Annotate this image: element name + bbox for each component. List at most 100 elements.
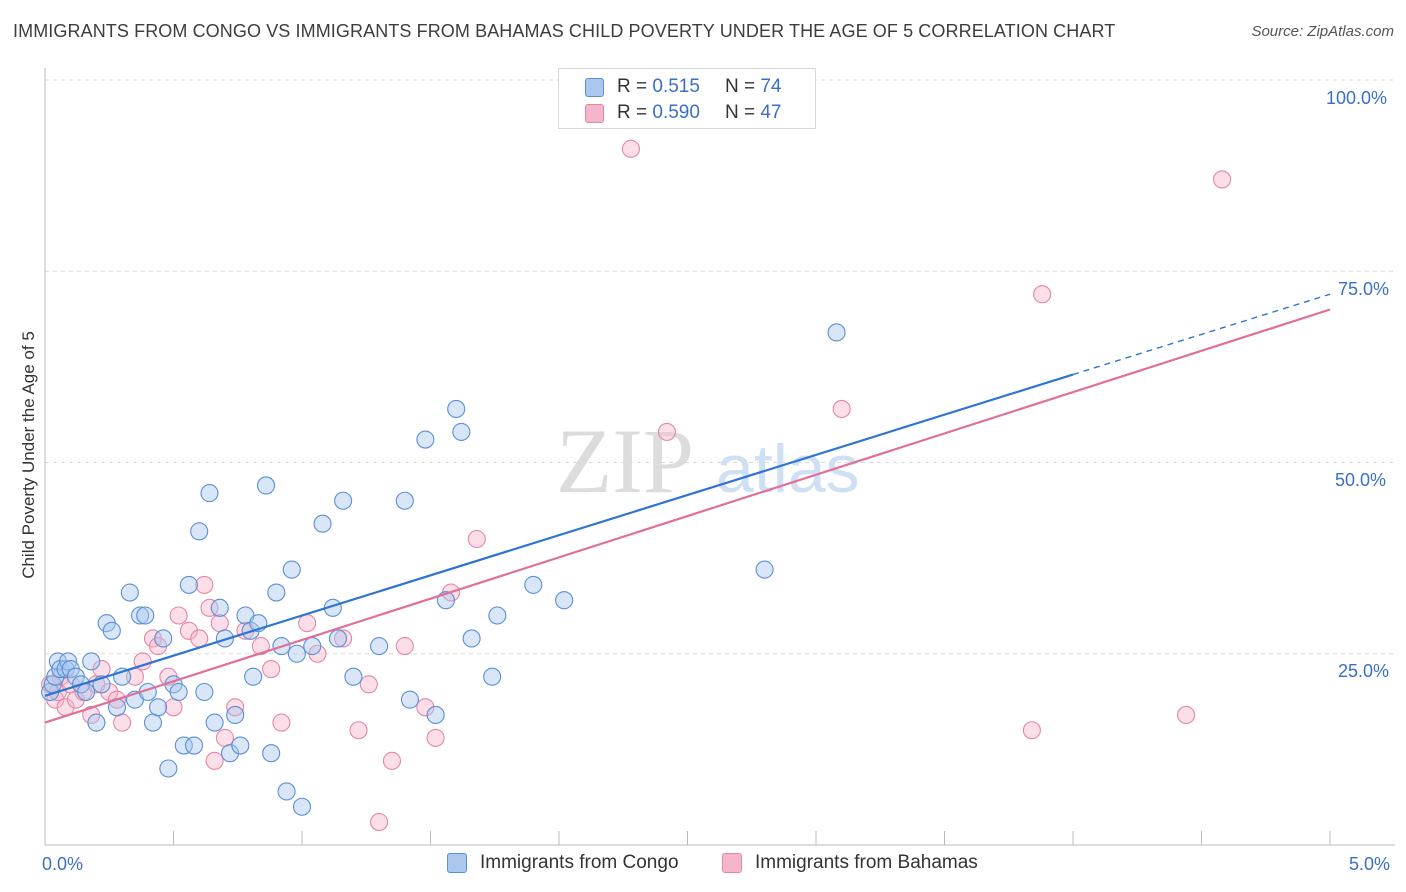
- bahamas-point: [164, 698, 183, 717]
- congo-points: [41, 323, 846, 816]
- congo-point: [395, 491, 414, 510]
- bahamas-point: [195, 575, 214, 594]
- congo-point: [244, 667, 263, 686]
- bahamas-point: [190, 629, 209, 648]
- congo-point: [447, 399, 466, 419]
- congo-point: [82, 652, 101, 671]
- congo-point: [231, 736, 250, 755]
- bahamas-point: [1177, 705, 1196, 725]
- watermark-atlas: atlas: [716, 431, 860, 507]
- bahamas-point: [359, 675, 378, 694]
- congo-point: [210, 598, 229, 617]
- congo-point: [174, 736, 193, 755]
- bahamas-point: [210, 614, 229, 633]
- congo-n-value: 74: [760, 76, 782, 97]
- congo-point: [262, 744, 281, 763]
- bahamas-point: [1022, 721, 1041, 740]
- bahamas-point: [657, 422, 676, 441]
- congo-point: [303, 637, 322, 656]
- congo-point: [120, 583, 139, 602]
- trend-lines: [44, 293, 1331, 724]
- congo-point: [282, 560, 301, 579]
- x-tick-label-min: 0.0%: [42, 854, 84, 874]
- bahamas-point: [169, 606, 188, 625]
- congo-legend-swatch: [447, 853, 467, 873]
- bahamas-point: [349, 721, 368, 740]
- congo-point: [87, 713, 106, 732]
- source-label: Source: ZipAtlas.com: [1251, 23, 1394, 40]
- congo-point: [267, 583, 286, 602]
- axes: [44, 68, 1395, 846]
- congo-point: [200, 484, 219, 503]
- legend-row-congo: R = 0.515 N = 74: [585, 75, 781, 99]
- bahamas-point: [467, 529, 486, 549]
- watermark-zip: ZIP: [556, 410, 694, 512]
- bahamas-point: [334, 629, 353, 648]
- x-tick-label-max: 5.0%: [1349, 854, 1391, 874]
- watermark: ZIP atlas: [556, 410, 860, 512]
- congo-point: [827, 323, 846, 342]
- bahamas-legend-label: Immigrants from Bahamas: [755, 852, 978, 873]
- bahamas-point: [226, 698, 245, 717]
- congo-n-label: N =: [724, 76, 756, 97]
- bahamas-point: [262, 659, 281, 679]
- bahamas-point: [215, 728, 234, 747]
- y-tick-label-100: 100.0%: [1326, 88, 1388, 108]
- bottom-legend-congo[interactable]: Immigrants from Congo: [447, 852, 679, 874]
- bahamas-point: [426, 728, 445, 747]
- y-tick-label-25: 25.0%: [1338, 661, 1390, 681]
- bahamas-point: [621, 139, 641, 158]
- legend-row-bahamas: R = 0.590 N = 47: [585, 101, 781, 125]
- bahamas-point: [416, 698, 435, 717]
- congo-point: [143, 713, 162, 732]
- congo-point: [334, 491, 353, 510]
- congo-point: [169, 682, 188, 702]
- bahamas-legend-swatch: [722, 853, 742, 873]
- correlation-legend: R = 0.515 N = 74 R = 0.590 N = 47: [558, 68, 816, 129]
- bahamas-trend-line: [44, 308, 1331, 724]
- bahamas-point: [832, 399, 851, 419]
- congo-point: [256, 476, 276, 495]
- bahamas-point: [205, 751, 224, 770]
- bahamas-point: [370, 812, 389, 832]
- congo-point: [277, 782, 296, 801]
- congo-point: [426, 705, 445, 725]
- congo-point: [190, 522, 209, 541]
- bahamas-point: [100, 682, 119, 702]
- bahamas-n-label: N =: [724, 102, 756, 123]
- congo-point: [185, 736, 204, 755]
- congo-point: [488, 606, 507, 625]
- congo-point: [344, 667, 363, 686]
- congo-point: [328, 629, 348, 648]
- bottom-legend-bahamas[interactable]: Immigrants from Bahamas: [722, 852, 978, 874]
- congo-point: [416, 430, 435, 449]
- bahamas-r-value: 0.590: [652, 102, 700, 123]
- congo-point: [462, 629, 481, 648]
- congo-point: [154, 629, 173, 648]
- congo-r-value: 0.515: [652, 76, 700, 97]
- congo-point: [51, 659, 70, 679]
- congo-point: [149, 698, 168, 717]
- congo-trend-line: [44, 373, 1074, 697]
- congo-point: [159, 759, 178, 778]
- congo-point: [195, 682, 214, 702]
- bahamas-point: [382, 751, 402, 770]
- congo-point: [136, 606, 155, 625]
- congo-point: [77, 682, 96, 702]
- congo-point: [483, 667, 502, 686]
- congo-point: [220, 744, 240, 763]
- congo-point: [102, 621, 121, 640]
- bahamas-point: [179, 621, 198, 640]
- bahamas-r-label: R =: [617, 102, 648, 123]
- congo-point: [524, 575, 543, 594]
- bahamas-point: [1033, 285, 1052, 304]
- chart-title: IMMIGRANTS FROM CONGO VS IMMIGRANTS FROM…: [13, 21, 1116, 41]
- bahamas-n-value: 47: [760, 102, 782, 123]
- congo-point: [400, 690, 419, 709]
- congo-point: [755, 560, 774, 579]
- congo-point: [292, 797, 312, 816]
- bahamas-point: [200, 598, 219, 617]
- y-tick-label-75: 75.0%: [1338, 279, 1390, 299]
- y-tick-label-50: 50.0%: [1335, 470, 1387, 490]
